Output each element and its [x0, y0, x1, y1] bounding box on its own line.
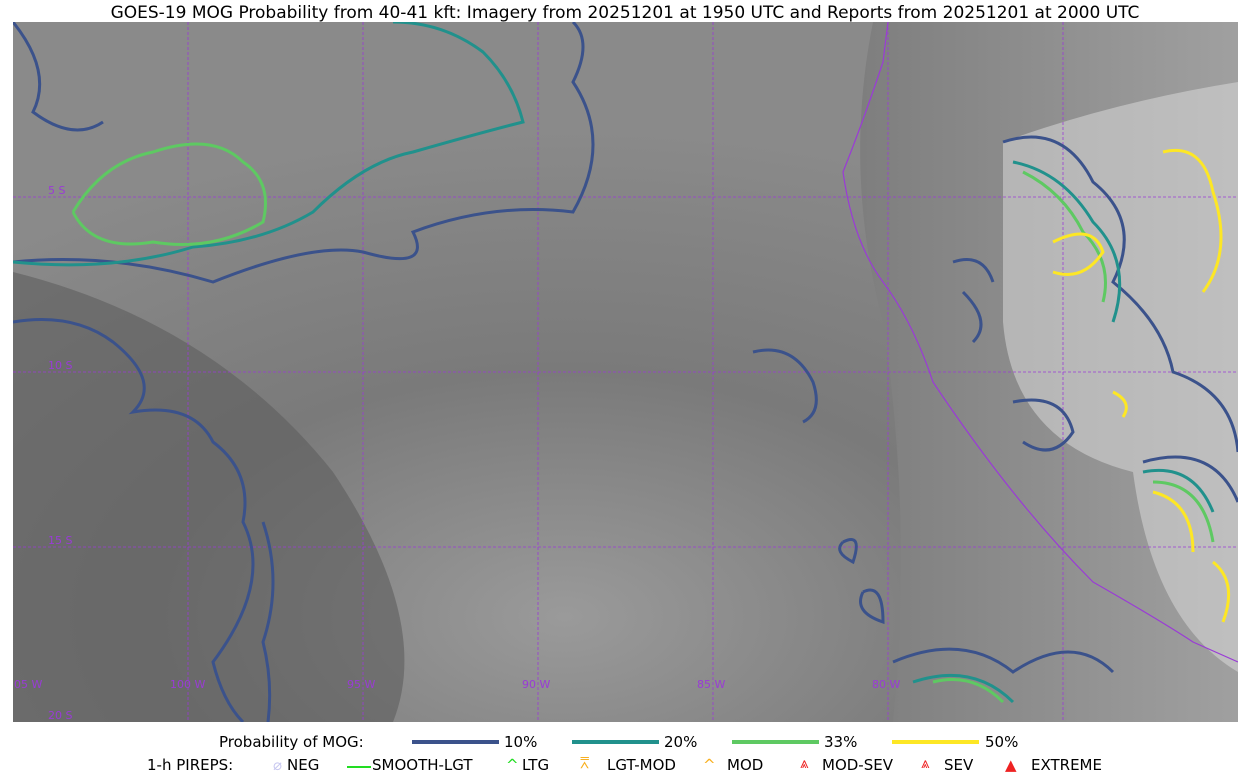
lat-label: 10 S	[48, 359, 72, 372]
legend-label-10: 10%	[504, 733, 538, 751]
pirep-label-lgt-mod: LGT-MOD	[607, 756, 676, 774]
lat-label: 5 S	[48, 184, 65, 197]
neg-icon: ⌀	[273, 756, 283, 774]
mod-icon: ^	[703, 756, 716, 774]
lon-label: 85 W	[697, 678, 725, 691]
lon-label: 90 W	[522, 678, 550, 691]
cloud-region	[1003, 82, 1238, 672]
contour-20	[13, 22, 1215, 704]
mod-sev-icon: ⩓	[800, 754, 809, 772]
sev-icon: ⩓	[921, 754, 930, 772]
legend-swatch-50	[892, 740, 979, 744]
satellite-map: 105 W 100 W 95 W 90 W 85 W 80 W 5 S 10 S…	[13, 22, 1238, 722]
prob-legend-title: Probability of MOG:	[219, 733, 364, 751]
legend-swatch-20	[572, 740, 659, 744]
lon-label: 100 W	[170, 678, 205, 691]
pirep-label-mod: MOD	[727, 756, 764, 774]
graticule	[13, 22, 1238, 722]
legend-swatch-33	[732, 740, 819, 744]
pirep-label-neg: NEG	[287, 756, 320, 774]
pirep-label-mod-sev: MOD-SEV	[822, 756, 893, 774]
contour-10-east	[752, 135, 1238, 674]
ltg-icon: ^	[506, 756, 519, 774]
pireps-legend-title: 1-h PIREPS:	[147, 756, 234, 774]
lat-label: 20 S	[48, 709, 72, 722]
mog-contours	[13, 22, 1238, 722]
lon-label: 105 W	[13, 678, 42, 691]
contour-33	[71, 142, 1215, 704]
legend-label-20: 20%	[664, 733, 698, 751]
legend-label-50: 50%	[985, 733, 1019, 751]
legend-label-33: 33%	[824, 733, 858, 751]
map-title: GOES-19 MOG Probability from 40-41 kft: …	[110, 3, 1140, 23]
lat-label: 15 S	[48, 534, 72, 547]
contour-10	[13, 22, 595, 722]
smooth-lgt-icon	[347, 766, 371, 768]
extreme-icon: ▲	[1005, 756, 1017, 774]
lon-label: 80 W	[872, 678, 900, 691]
contour-50	[1052, 148, 1231, 623]
coastline	[842, 22, 1238, 663]
pirep-label-extreme: EXTREME	[1031, 756, 1102, 774]
legend-swatch-10	[412, 740, 499, 744]
pirep-label-smooth-lgt: SMOOTH-LGT	[372, 756, 473, 774]
lgt-mod-icon: ⩞	[580, 754, 590, 772]
cold-pool	[13, 272, 405, 722]
pirep-label-ltg: LTG	[522, 756, 550, 774]
lon-label: 95 W	[347, 678, 375, 691]
pirep-label-sev: SEV	[944, 756, 974, 774]
